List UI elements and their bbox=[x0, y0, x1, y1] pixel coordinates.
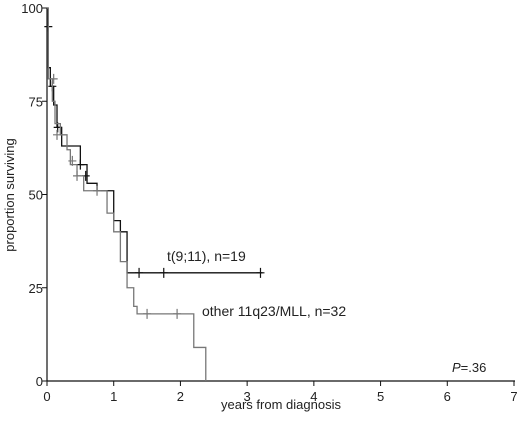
series-0-step-line bbox=[47, 7, 263, 274]
p-value-text: =.36 bbox=[461, 360, 487, 375]
x-tick-label-4: 4 bbox=[310, 389, 317, 404]
series-label-t911: t(9;11), n=19 bbox=[167, 248, 246, 264]
series-0-censor-mark bbox=[159, 267, 168, 278]
y-tick-label-100: 100 bbox=[21, 1, 43, 16]
series-1-censor-mark bbox=[73, 170, 82, 181]
y-tick-label-25: 25 bbox=[29, 281, 43, 296]
series-layer bbox=[44, 7, 265, 381]
series-1-step-line bbox=[47, 7, 207, 381]
x-tick-label-7: 7 bbox=[510, 389, 517, 404]
x-tick-label-0: 0 bbox=[43, 389, 50, 404]
plot-frame bbox=[46, 8, 515, 382]
axis-ticks: 0 1 2 3 4 5 6 7 0 25 50 75 100 bbox=[21, 1, 517, 404]
series-0 bbox=[44, 7, 265, 278]
series-1-censor-mark bbox=[53, 129, 62, 140]
p-value-annotation: P=.36 bbox=[452, 360, 486, 375]
series-0-censor-mark bbox=[135, 267, 144, 278]
series-1-censor-mark bbox=[93, 185, 102, 196]
series-0-censor-mark bbox=[256, 267, 265, 278]
y-tick-label-0: 0 bbox=[36, 374, 43, 389]
x-tick-label-5: 5 bbox=[377, 389, 384, 404]
series-1-censor-mark bbox=[49, 73, 58, 84]
series-1-censor-mark bbox=[68, 155, 77, 166]
y-tick-label-50: 50 bbox=[29, 188, 43, 203]
series-label-other-mll: other 11q23/MLL, n=32 bbox=[202, 303, 346, 319]
x-tick-label-2: 2 bbox=[177, 389, 184, 404]
x-tick-label-1: 1 bbox=[110, 389, 117, 404]
series-1-censor-mark bbox=[143, 308, 152, 319]
y-tick-label-75: 75 bbox=[29, 94, 43, 109]
x-tick-label-3: 3 bbox=[244, 389, 251, 404]
p-value-symbol: P bbox=[452, 360, 461, 375]
x-tick-label-6: 6 bbox=[444, 389, 451, 404]
y-axis-title: proportion surviving bbox=[2, 138, 17, 251]
series-0-censor-mark bbox=[76, 159, 85, 170]
series-1 bbox=[47, 7, 207, 381]
series-1-censor-mark bbox=[173, 308, 182, 319]
x-axis-title: years from diagnosis bbox=[221, 397, 341, 412]
